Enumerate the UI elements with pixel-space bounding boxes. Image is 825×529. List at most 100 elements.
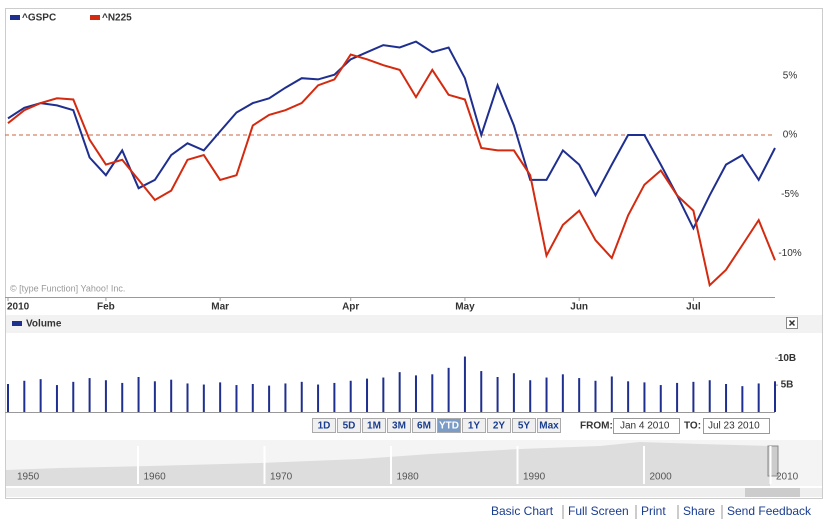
range-button-label: 5Y	[518, 421, 531, 432]
x-tick-label: Feb	[97, 302, 115, 313]
legend-label: ^N225	[102, 13, 132, 24]
volume-bar	[496, 377, 499, 412]
from-date: Jan 4 2010	[620, 421, 670, 432]
volume-bar	[104, 380, 107, 412]
scrollbar-thumb[interactable]	[745, 488, 800, 497]
close-button[interactable]	[786, 317, 798, 329]
range-button-label: 6M	[417, 421, 431, 432]
to-input[interactable]	[703, 418, 770, 434]
navigator-year: 1980	[397, 472, 420, 483]
volume-bar	[186, 383, 189, 412]
footer-link[interactable]: Share	[683, 504, 715, 518]
volume-bar	[659, 385, 662, 412]
volume-bar	[692, 381, 695, 412]
range-button-box	[362, 418, 386, 433]
range-button[interactable]: 1D	[312, 418, 336, 433]
range-button[interactable]: 5D	[337, 418, 361, 433]
volume-bar	[578, 378, 581, 412]
volume-bar	[708, 380, 711, 412]
x-tick-label: 2010	[7, 302, 30, 313]
x-tick-label: Jul	[686, 302, 701, 313]
volume-bar	[349, 380, 352, 412]
footer-link[interactable]: Send Feedback	[727, 504, 812, 518]
volume-bar	[153, 381, 156, 412]
range-button-box	[412, 418, 436, 433]
range-button-label: 1D	[318, 421, 331, 432]
volume-bar	[741, 386, 744, 412]
navigator-year: 1990	[523, 472, 546, 483]
line-series	[7, 53, 776, 288]
footer-link[interactable]: Print	[641, 504, 666, 518]
volume-header	[6, 315, 822, 333]
volume-bar	[545, 377, 548, 412]
navigator-year: 1950	[17, 472, 40, 483]
range-button-label: 5D	[343, 421, 356, 432]
scrollbar[interactable]	[6, 488, 822, 497]
legend-label: ^GSPC	[22, 13, 56, 24]
from-label: FROM:	[580, 421, 613, 432]
volume-bar	[725, 384, 728, 412]
volume-bar	[382, 377, 385, 412]
range-button-label: 2Y	[493, 421, 506, 432]
range-button-label: Max	[539, 421, 559, 432]
range-button[interactable]: 1M	[362, 418, 386, 433]
x-tick-label: Jun	[570, 302, 588, 313]
volume-bar	[447, 367, 450, 412]
volume-bar	[202, 384, 205, 412]
x-tick-label: May	[455, 302, 475, 313]
volume-bar	[333, 382, 336, 412]
x-tick-label: Mar	[211, 302, 229, 313]
range-button-label: 3M	[392, 421, 406, 432]
volume-bar	[529, 380, 532, 412]
range-button-box	[512, 418, 536, 433]
volume-bar	[512, 373, 515, 412]
from-input[interactable]	[613, 418, 680, 434]
footer-link[interactable]: Full Screen	[568, 504, 629, 518]
volume-bar	[39, 379, 42, 412]
volume-bar	[235, 385, 238, 412]
frame	[5, 8, 823, 499]
volume-bar	[23, 380, 26, 412]
volume-bar	[463, 356, 466, 412]
y-tick-label: -5%	[781, 189, 799, 200]
volume-bar	[431, 374, 434, 412]
volume-bar	[480, 371, 483, 412]
volume-bar	[170, 379, 173, 412]
navigator-year: 2000	[650, 472, 673, 483]
volume-bar	[643, 382, 646, 412]
navigator-handle[interactable]	[767, 445, 779, 477]
volume-bar	[676, 382, 679, 412]
volume-bar	[594, 380, 597, 412]
range-button-label: 1Y	[468, 421, 481, 432]
range-button[interactable]: 2Y	[487, 418, 511, 433]
range-button-box	[387, 418, 411, 433]
volume-bar	[284, 383, 287, 412]
x-tick-label: Apr	[342, 302, 359, 313]
range-button-box	[487, 418, 511, 433]
range-button[interactable]: YTD	[437, 418, 461, 433]
volume-bar	[137, 377, 140, 412]
footer-link[interactable]: Basic Chart	[491, 504, 554, 518]
volume-bar	[55, 385, 58, 412]
navigator-year: 1960	[144, 472, 167, 483]
range-button[interactable]: Max	[537, 418, 561, 433]
volume-label: Volume	[26, 319, 62, 330]
navigator-area	[6, 442, 770, 486]
range-button-box	[312, 418, 336, 433]
legend-swatch	[90, 15, 100, 20]
range-button[interactable]: 3M	[387, 418, 411, 433]
volume-bar	[774, 381, 776, 412]
volume-bar	[121, 382, 124, 412]
range-button[interactable]: 5Y	[512, 418, 536, 433]
range-button-label: 1M	[367, 421, 381, 432]
volume-bar	[366, 378, 369, 412]
volume-bar	[610, 376, 613, 412]
volume-bar	[627, 381, 630, 412]
y-tick-label: 0%	[783, 130, 798, 141]
range-button-box	[437, 418, 461, 433]
legend-swatch	[10, 15, 20, 20]
range-button[interactable]: 6M	[412, 418, 436, 433]
range-button[interactable]: 1Y	[462, 418, 486, 433]
